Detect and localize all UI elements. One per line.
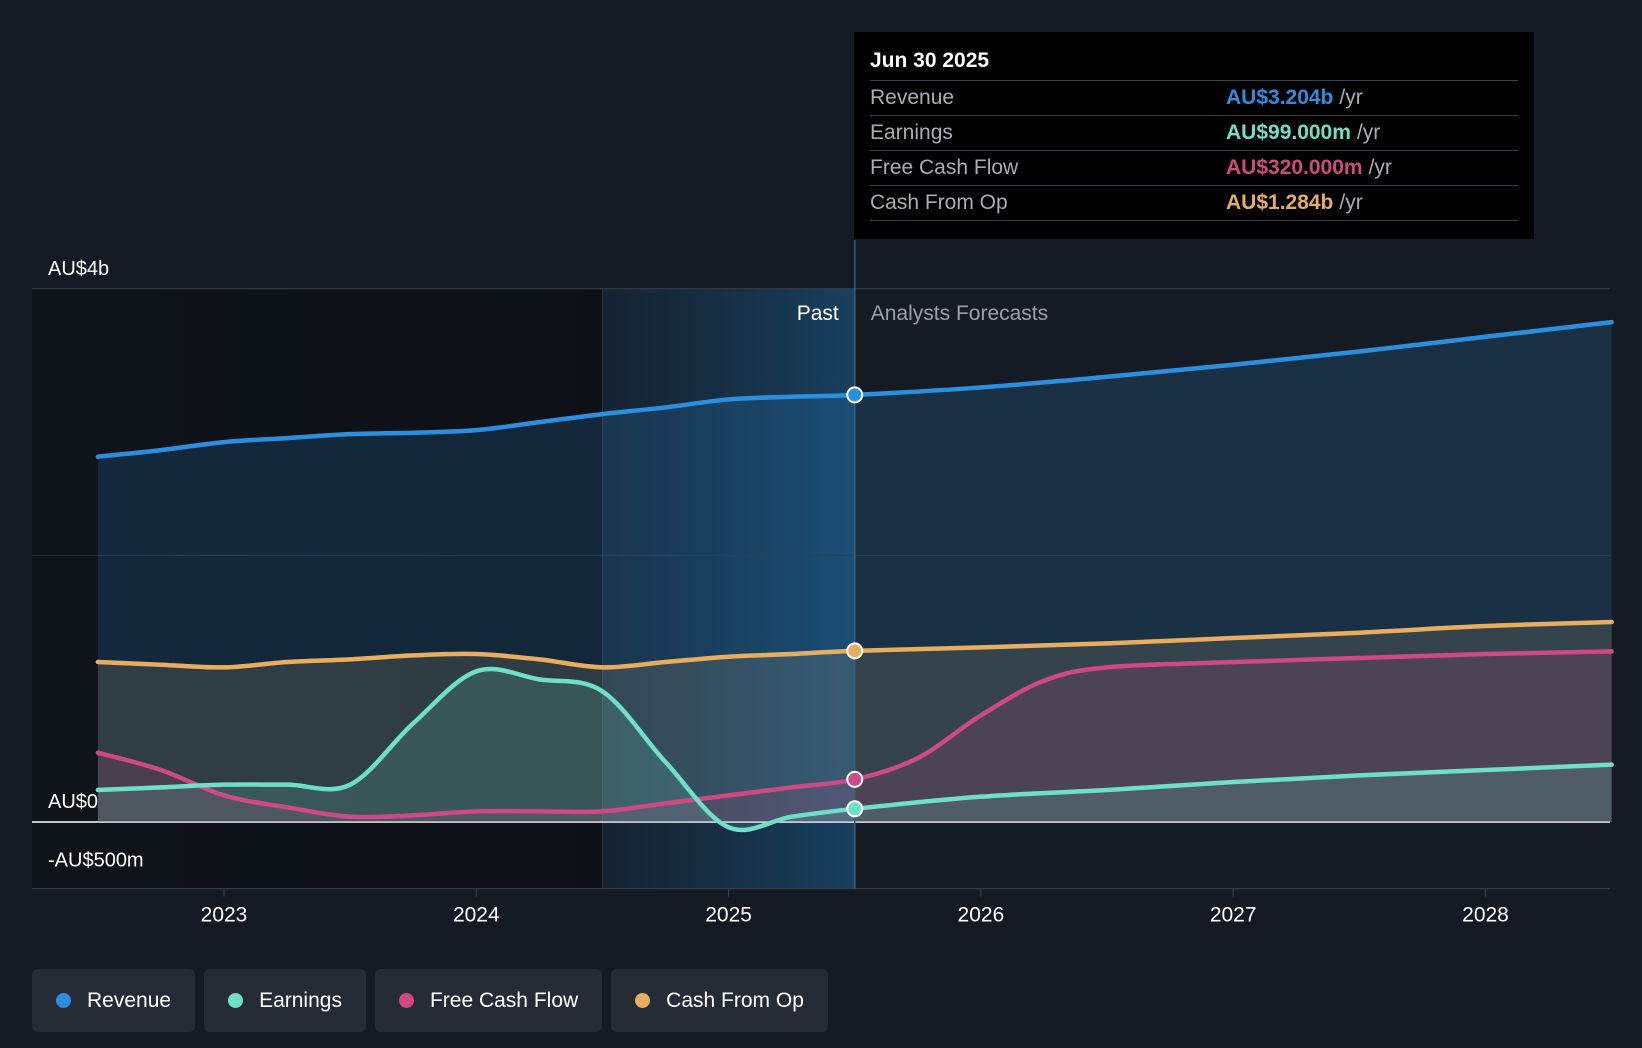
tooltip-label: Revenue [870, 86, 955, 109]
series-lines [95, 240, 1614, 889]
legend-dot-icon [56, 993, 71, 1008]
tooltip-unit: /yr [1339, 191, 1363, 214]
tooltip-row-revenue: Revenue AU$3.204b /yr [870, 81, 1518, 116]
y-tick-label: -AU$500m [48, 850, 144, 872]
tooltip-row-cash-from-op: Cash From Op AU$1.284b /yr [870, 186, 1518, 221]
tooltip-label: Cash From Op [870, 191, 1008, 214]
line-cfo [95, 619, 1614, 670]
marker-fcf [846, 770, 864, 788]
line-earn [95, 666, 1614, 833]
series-markers [846, 386, 864, 818]
legend-item-free-cash-flow[interactable]: Free Cash Flow [374, 969, 603, 1032]
legend-dot-icon [228, 993, 244, 1008]
y-tick-label: AU$0 [48, 791, 98, 813]
marker-cfo [846, 642, 864, 660]
x-tick-label: 2023 [201, 904, 248, 927]
line-fcf [95, 649, 1614, 820]
legend-dot-icon [398, 993, 414, 1008]
legend: Revenue Earnings Free Cash Flow Cash Fro… [32, 969, 828, 1032]
tooltip-row-free-cash-flow: Free Cash Flow AU$320.000m /yr [870, 151, 1518, 186]
x-tick-label: 2024 [453, 904, 500, 927]
x-tick-label: 2026 [958, 904, 1005, 927]
marker-earn [846, 800, 864, 818]
tooltip: Jun 30 2025 Revenue AU$3.204b /yr Earnin… [854, 32, 1534, 239]
section-label-forecast: Analysts Forecasts [871, 302, 1048, 325]
tooltip-value: AU$99.000m [1226, 121, 1351, 144]
x-tick-label: 2028 [1462, 904, 1509, 927]
tooltip-unit: /yr [1356, 121, 1381, 144]
legend-item-revenue[interactable]: Revenue [32, 969, 196, 1032]
axis-labels: AU$4b AU$0 -AU$500m 2023 2024 2025 2026 2027 202… [48, 258, 1509, 927]
legend-label: Cash From Op [666, 988, 804, 1012]
area-earn [97, 669, 1612, 831]
legend-label: Free Cash Flow [429, 988, 579, 1012]
tooltip-value: AU$3.204b [1226, 86, 1334, 109]
tooltip-date: Jun 30 2025 [870, 46, 1518, 81]
tooltip-value: AU$320.000m [1226, 156, 1363, 179]
gridlines [32, 288, 1610, 890]
tooltip-label: Free Cash Flow [870, 156, 1019, 179]
area-fcf [97, 651, 1612, 822]
x-tick-label: 2025 [705, 904, 752, 927]
y-tick-label: AU$4b [48, 258, 109, 280]
tooltip-row-earnings: Earnings AU$99.000m /yr [870, 116, 1518, 151]
tooltip-label: Earnings [870, 121, 953, 144]
tooltip-value: AU$1.284b [1226, 191, 1334, 214]
section-label-past: Past [797, 302, 839, 325]
x-tick-label: 2027 [1210, 904, 1257, 927]
legend-item-earnings[interactable]: Earnings [204, 969, 366, 1032]
highlight-region [602, 288, 855, 889]
legend-item-cash-from-op[interactable]: Cash From Op [611, 969, 828, 1032]
legend-label: Earnings [259, 988, 342, 1012]
marker-rev [846, 386, 864, 404]
tooltip-unit: /yr [1339, 86, 1363, 109]
tooltip-unit: /yr [1368, 156, 1392, 179]
legend-label: Revenue [87, 988, 172, 1012]
legend-dot-icon [635, 993, 651, 1008]
line-rev [95, 319, 1614, 460]
